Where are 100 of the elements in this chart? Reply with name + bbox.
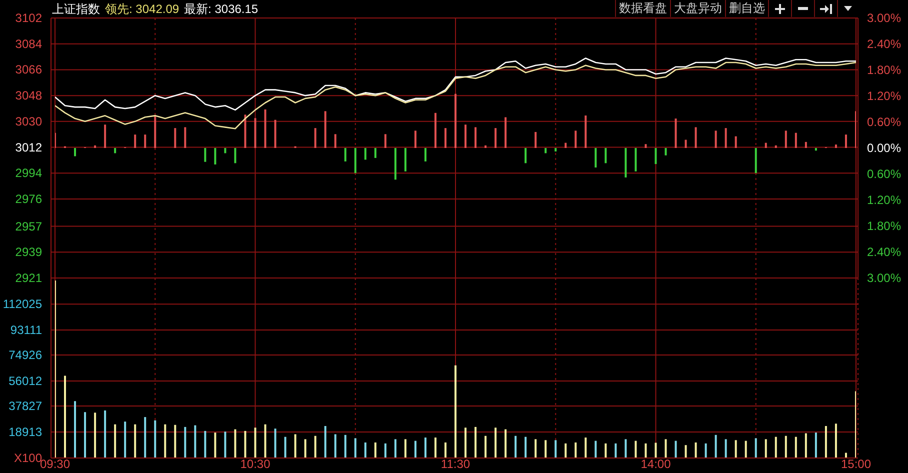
- bar: [404, 148, 406, 172]
- y-tick-label: 2976: [15, 192, 42, 206]
- y2-tick-label: 2.40%: [867, 245, 902, 259]
- bar: [84, 412, 86, 458]
- bar: [384, 134, 386, 148]
- y-tick-label: 2957: [15, 219, 42, 234]
- y-tick-label: 3012: [15, 140, 42, 154]
- y2-tick-label: 1.80%: [867, 219, 902, 233]
- bar: [374, 442, 376, 458]
- bar: [614, 443, 617, 458]
- line-series: [55, 58, 856, 111]
- bar: [754, 148, 757, 174]
- bar: [394, 439, 396, 458]
- bar: [524, 148, 527, 164]
- bar: [604, 148, 607, 164]
- bar: [574, 130, 577, 148]
- bar: [704, 443, 707, 458]
- bar: [694, 442, 697, 458]
- x-tick-label: 11:30: [440, 457, 470, 471]
- bar: [494, 428, 497, 458]
- y2-tick-label: 3.00%: [867, 11, 902, 25]
- y-tick-label: 2921: [15, 271, 42, 285]
- y-tick-label: 112025: [2, 297, 42, 312]
- y-tick-label: 37827: [8, 399, 42, 414]
- bar: [344, 434, 346, 458]
- bar: [454, 365, 456, 458]
- bar: [294, 434, 296, 458]
- bar: [494, 128, 497, 148]
- bar: [264, 424, 266, 458]
- bar: [284, 436, 286, 458]
- bar: [784, 130, 787, 148]
- bar: [564, 142, 567, 148]
- bar: [594, 440, 597, 458]
- bar: [174, 424, 176, 458]
- text: 大盘异动: [670, 0, 725, 17]
- bar: [474, 127, 477, 148]
- bar: [584, 116, 587, 148]
- bar: [134, 424, 136, 458]
- bar: [74, 148, 76, 156]
- bar: [94, 145, 96, 148]
- bar: [144, 417, 146, 458]
- bar: [234, 148, 236, 164]
- bar: [334, 134, 336, 148]
- bar: [224, 148, 226, 154]
- bar: [184, 426, 186, 458]
- x-tick-label: 14:00: [640, 457, 672, 471]
- bar: [244, 114, 246, 148]
- bar: [594, 148, 597, 168]
- bar: [404, 439, 406, 458]
- bar: [774, 145, 777, 148]
- bar: [204, 148, 206, 162]
- bar: [304, 439, 306, 458]
- bar: [694, 127, 697, 148]
- bar: [154, 116, 156, 148]
- bar: [774, 436, 777, 458]
- bar: [434, 438, 436, 458]
- bar: [724, 439, 727, 458]
- bar: [474, 426, 477, 458]
- bar: [454, 94, 456, 148]
- bar: [644, 144, 647, 148]
- bar: [504, 429, 507, 458]
- bar: [434, 112, 436, 148]
- y2-tick-label: 1.20%: [867, 89, 902, 103]
- bar: [514, 436, 517, 458]
- chart-title: 上证指数: [52, 0, 100, 18]
- bar: [344, 148, 346, 162]
- text: 最新: 3036.15: [184, 0, 258, 18]
- y-tick-label: 3084: [15, 36, 42, 51]
- bar: [194, 425, 196, 458]
- bar: [274, 120, 276, 148]
- bar: [444, 128, 446, 148]
- y-tick-label: 2939: [15, 245, 42, 260]
- bar: [164, 424, 166, 458]
- bar: [764, 142, 767, 148]
- bar: [484, 436, 487, 458]
- bar: [464, 428, 467, 458]
- bar: [554, 148, 557, 152]
- bar: [794, 436, 797, 458]
- bar: [734, 440, 737, 458]
- bar: [534, 439, 537, 458]
- bar: [154, 420, 156, 458]
- bar: [274, 428, 276, 458]
- bar: [464, 124, 467, 148]
- y-tick-label: 3048: [15, 88, 42, 103]
- bar: [624, 148, 627, 178]
- bar: [574, 442, 577, 458]
- text: 数据看盘: [615, 0, 670, 17]
- y-tick-label: 18913: [8, 425, 42, 440]
- bar: [624, 439, 627, 458]
- bar: [674, 118, 677, 148]
- bar: [374, 148, 376, 158]
- bar: [444, 442, 446, 458]
- y-tick-label: 74926: [8, 348, 42, 362]
- bar: [414, 440, 416, 458]
- bar: [354, 438, 356, 458]
- bar: [814, 148, 817, 151]
- bar: [424, 148, 426, 162]
- y2-tick-label: 1.80%: [867, 63, 902, 77]
- y2-tick-label: 2.40%: [867, 37, 902, 51]
- bar: [834, 144, 837, 148]
